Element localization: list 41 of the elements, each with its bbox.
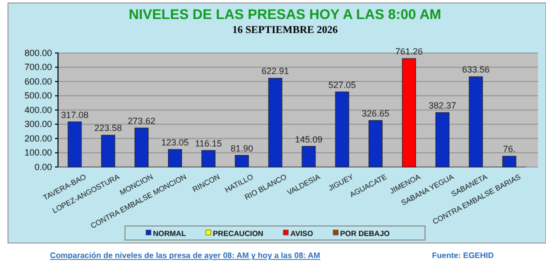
bar	[302, 146, 316, 168]
bar	[468, 76, 483, 168]
bar	[101, 134, 116, 168]
data-label: 81.90	[230, 143, 254, 154]
bar	[134, 128, 149, 168]
bar	[234, 155, 249, 168]
bar	[268, 78, 282, 168]
chart-subtitle: 16 SEPTIEMBRE 2026	[232, 25, 338, 36]
bar	[402, 58, 416, 168]
bar	[335, 92, 350, 168]
chart-title: NIVELES DE LAS PRESAS HOY A LAS 8:00 AM	[128, 6, 442, 22]
data-label: 382.37	[428, 100, 456, 111]
y-tick-label: 400.00	[24, 104, 52, 115]
data-label: 116.15	[195, 138, 222, 148]
bar	[68, 122, 82, 168]
y-tick-label: 100.00	[24, 148, 52, 158]
bar	[368, 120, 383, 168]
data-label: 326.65	[362, 108, 390, 118]
data-label: 76.	[503, 144, 516, 154]
y-tick-label: 200.00	[24, 133, 52, 144]
source-note: Fuente: EGEHID	[432, 251, 494, 260]
data-label: 223.58	[94, 123, 122, 134]
y-tick-label: 300.00	[24, 119, 52, 130]
bar	[201, 150, 216, 168]
data-label: 761.26	[395, 46, 423, 57]
data-label: 527.05	[328, 80, 356, 90]
y-tick-label: 700.00	[24, 62, 52, 72]
y-tick-label: 800.00	[24, 48, 52, 58]
data-label: 622.91	[262, 66, 290, 76]
bar	[168, 149, 182, 168]
y-tick-label: 0.00	[34, 162, 52, 172]
data-label: 273.62	[128, 116, 156, 126]
bar	[435, 112, 450, 168]
data-label: 633.56	[462, 64, 490, 75]
y-tick-label: 600.00	[24, 76, 52, 86]
data-label: 145.09	[294, 134, 322, 144]
data-label: 123.05	[161, 137, 189, 148]
bar	[502, 156, 516, 168]
text: Comparación de niveles de las presa de ayer 08: AM y hoy a las 08: AM	[50, 251, 321, 260]
data-label: 317.08	[60, 110, 88, 120]
y-tick-label: 500.00	[24, 90, 52, 101]
